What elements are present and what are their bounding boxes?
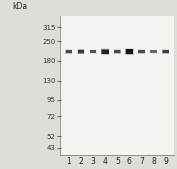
Bar: [101, 48, 110, 55]
Bar: [162, 48, 170, 55]
Bar: [125, 49, 133, 55]
Bar: [102, 50, 109, 54]
Bar: [77, 49, 85, 55]
Bar: [65, 49, 73, 55]
Bar: [138, 50, 145, 53]
Bar: [150, 50, 157, 53]
Bar: [162, 50, 169, 54]
Bar: [77, 49, 85, 54]
Bar: [125, 48, 134, 55]
Bar: [162, 49, 170, 55]
Bar: [138, 48, 145, 55]
Bar: [77, 48, 85, 55]
Bar: [114, 49, 121, 55]
Text: kDa: kDa: [13, 3, 28, 11]
Bar: [138, 49, 145, 54]
Bar: [89, 49, 97, 54]
Bar: [163, 50, 169, 53]
Bar: [66, 50, 72, 53]
Bar: [150, 50, 157, 53]
Bar: [150, 49, 158, 55]
Bar: [150, 49, 158, 55]
Bar: [113, 48, 121, 55]
Bar: [126, 49, 133, 54]
Bar: [89, 49, 97, 55]
Bar: [138, 49, 145, 55]
Bar: [66, 50, 72, 53]
Bar: [114, 49, 121, 54]
Bar: [90, 50, 96, 53]
Bar: [125, 49, 133, 54]
Bar: [126, 49, 133, 54]
Bar: [90, 50, 96, 53]
Bar: [90, 50, 97, 54]
Bar: [65, 49, 73, 54]
Bar: [114, 50, 121, 53]
Bar: [65, 50, 72, 54]
Bar: [90, 50, 96, 53]
Bar: [125, 48, 134, 56]
Bar: [66, 50, 72, 53]
Bar: [162, 49, 169, 54]
Bar: [125, 48, 134, 55]
Bar: [89, 49, 97, 55]
Bar: [162, 50, 169, 53]
Bar: [138, 50, 145, 53]
Bar: [78, 50, 84, 53]
Bar: [114, 49, 121, 54]
Bar: [150, 49, 157, 54]
Bar: [138, 50, 145, 54]
Bar: [125, 49, 133, 54]
Bar: [65, 49, 73, 55]
Bar: [114, 50, 121, 54]
Bar: [114, 50, 121, 53]
Bar: [150, 49, 157, 54]
Bar: [102, 50, 109, 54]
Bar: [114, 50, 121, 53]
Bar: [78, 49, 84, 54]
Bar: [138, 50, 145, 53]
Bar: [89, 49, 97, 54]
Bar: [78, 49, 84, 54]
Bar: [101, 49, 109, 54]
Bar: [125, 47, 134, 56]
Bar: [78, 50, 84, 54]
Bar: [101, 48, 110, 56]
Bar: [163, 50, 169, 53]
Bar: [65, 49, 72, 54]
Bar: [150, 50, 157, 54]
Bar: [101, 48, 109, 55]
Bar: [90, 50, 96, 53]
Bar: [150, 50, 157, 53]
Bar: [65, 48, 73, 55]
Bar: [78, 50, 84, 53]
Bar: [150, 50, 157, 53]
Bar: [101, 49, 109, 55]
Bar: [101, 49, 109, 54]
Bar: [113, 49, 121, 55]
Bar: [77, 48, 85, 55]
Bar: [138, 49, 145, 54]
Bar: [162, 49, 170, 55]
Bar: [101, 49, 109, 55]
Bar: [162, 49, 169, 54]
Bar: [138, 49, 145, 54]
